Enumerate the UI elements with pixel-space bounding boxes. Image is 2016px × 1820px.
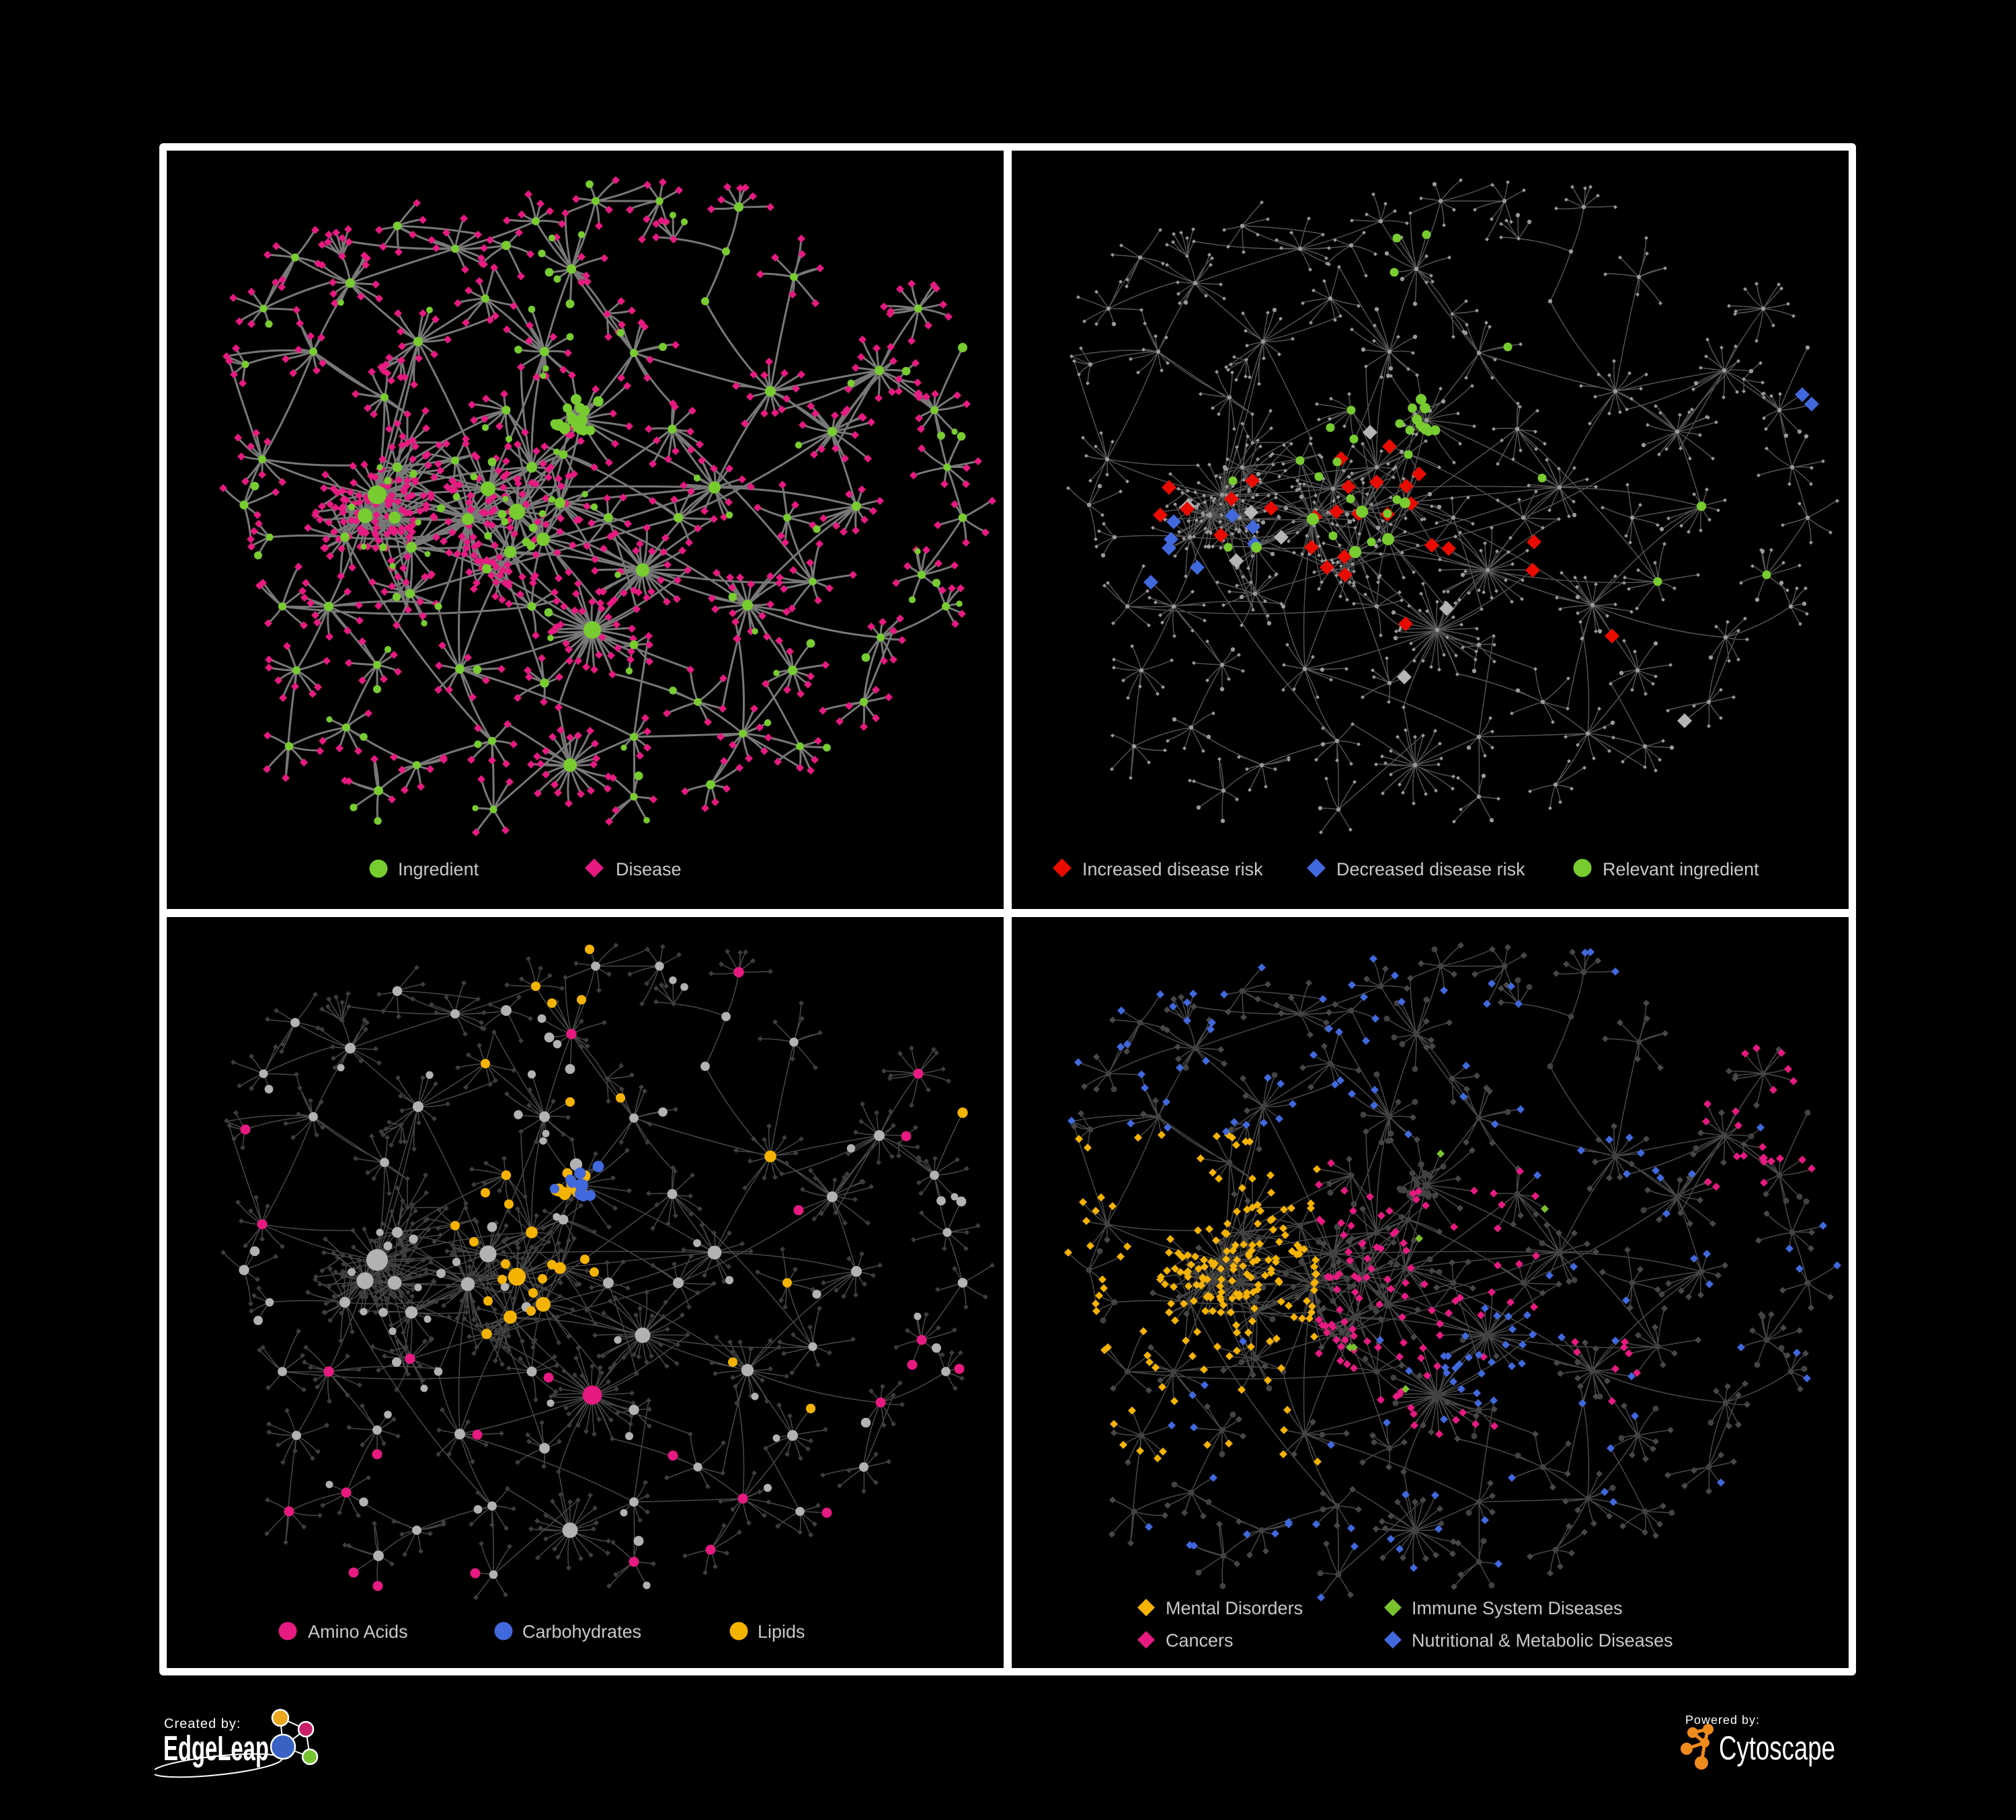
svg-text:Increased disease risk: Increased disease risk	[1082, 859, 1263, 879]
svg-text:Immune System Diseases: Immune System Diseases	[1412, 1598, 1623, 1618]
svg-text:Cytoscape: Cytoscape	[1719, 1729, 1835, 1767]
svg-text:Disease: Disease	[616, 859, 682, 879]
svg-text:Lipids: Lipids	[758, 1622, 805, 1642]
svg-text:Decreased disease risk: Decreased disease risk	[1336, 859, 1525, 879]
svg-text:Nutritional & Metabolic Diseas: Nutritional & Metabolic Diseases	[1412, 1630, 1673, 1651]
svg-text:Relevant ingredient: Relevant ingredient	[1603, 859, 1759, 879]
svg-text:Powered by:: Powered by:	[1685, 1713, 1760, 1727]
svg-text:Cancers: Cancers	[1166, 1630, 1234, 1651]
svg-text:EdgeLeap: EdgeLeap	[163, 1729, 269, 1768]
svg-text:Ingredient: Ingredient	[398, 859, 479, 879]
svg-text:Carbohydrates: Carbohydrates	[522, 1622, 641, 1642]
svg-text:Mental Disorders: Mental Disorders	[1166, 1598, 1303, 1618]
svg-text:Created by:: Created by:	[164, 1716, 241, 1731]
svg-text:Amino Acids: Amino Acids	[308, 1622, 408, 1642]
